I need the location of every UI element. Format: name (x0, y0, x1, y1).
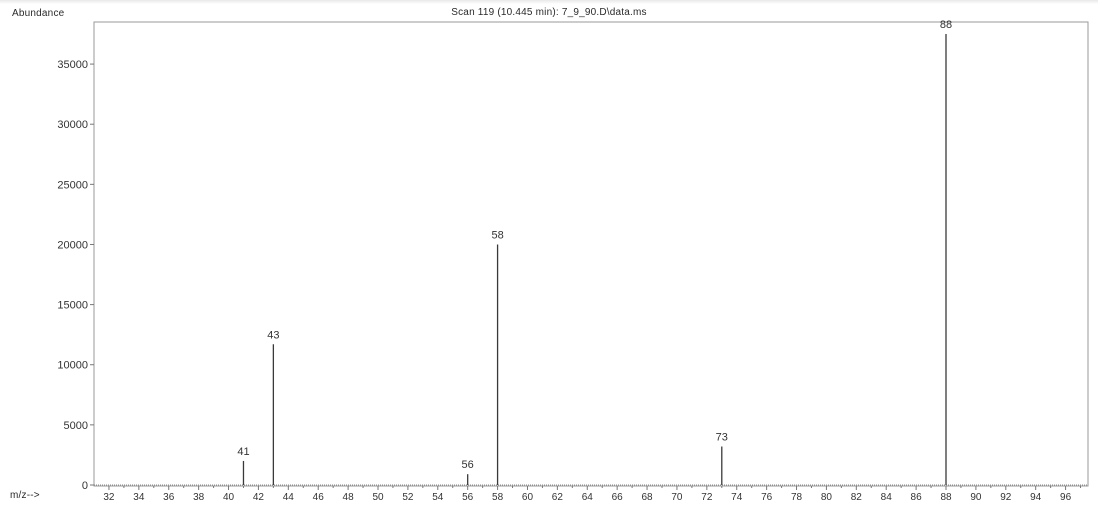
x-tick-label: 36 (163, 492, 175, 503)
x-tick-label: 96 (1060, 492, 1072, 503)
x-tick-label: 76 (761, 492, 773, 503)
peak-label: 41 (237, 446, 249, 458)
y-tick-label: 25000 (57, 179, 88, 191)
x-tick-label: 48 (343, 492, 355, 503)
y-tick-label: 35000 (57, 59, 88, 71)
x-tick-label: 34 (133, 492, 145, 503)
y-tick-label: 10000 (57, 360, 88, 372)
x-tick-label: 50 (372, 492, 384, 503)
x-tick-label: 40 (223, 492, 235, 503)
x-axis-label: m/z--> (10, 490, 40, 501)
x-tick-label: 82 (851, 492, 863, 503)
x-tick-label: 46 (313, 492, 325, 503)
y-tick-label: 30000 (57, 119, 88, 131)
top-axis-strip (0, 0, 1098, 4)
x-tick-label: 90 (970, 492, 982, 503)
x-tick-label: 64 (582, 492, 594, 503)
x-tick-label: 88 (940, 492, 952, 503)
x-tick-label: 60 (522, 492, 534, 503)
y-axis: 0 5000 10000 15000 20000 25000 30000 35000 (57, 59, 1088, 492)
peak-label: 58 (491, 229, 503, 241)
x-tick-label: 54 (432, 492, 444, 503)
x-tick-label: 72 (701, 492, 713, 503)
y-tick-label: 0 (82, 480, 88, 492)
peak-label: 88 (940, 19, 952, 31)
x-tick-label: 42 (253, 492, 265, 503)
y-tick-label: 5000 (64, 420, 88, 432)
x-axis: 32 34 36 38 40 42 44 46 48 50 52 54 56 58 60 62 64 66 68 70… (103, 486, 1082, 503)
x-tick-label: 52 (402, 492, 414, 503)
x-tick-label: 66 (612, 492, 624, 503)
x-tick-label: 80 (821, 492, 833, 503)
peak-label: 73 (716, 432, 728, 444)
peaks: 41 43 56 58 73 88 (237, 19, 952, 485)
x-tick-label: 84 (881, 492, 893, 503)
peak-label: 56 (462, 459, 474, 471)
x-tick-label: 94 (1030, 492, 1042, 503)
peak-label: 43 (267, 329, 279, 341)
x-tick-label: 74 (731, 492, 743, 503)
x-tick-label: 38 (193, 492, 205, 503)
x-tick-label: 62 (552, 492, 564, 503)
x-tick-label: 92 (1000, 492, 1012, 503)
x-tick-label: 56 (462, 492, 474, 503)
y-tick-label: 20000 (57, 239, 88, 251)
x-tick-label: 70 (671, 492, 683, 503)
x-tick-label: 32 (103, 492, 115, 503)
x-tick-label: 58 (492, 492, 504, 503)
x-tick-label: 86 (911, 492, 923, 503)
chart-title: Scan 119 (10.445 min): 7_9_90.D\data.ms (451, 7, 647, 18)
x-tick-label: 68 (641, 492, 653, 503)
x-tick-label: 44 (283, 492, 295, 503)
y-axis-label: Abundance (12, 8, 65, 19)
y-tick-label: 15000 (57, 300, 88, 312)
plot-frame (93, 21, 1089, 487)
x-tick-label: 78 (791, 492, 803, 503)
